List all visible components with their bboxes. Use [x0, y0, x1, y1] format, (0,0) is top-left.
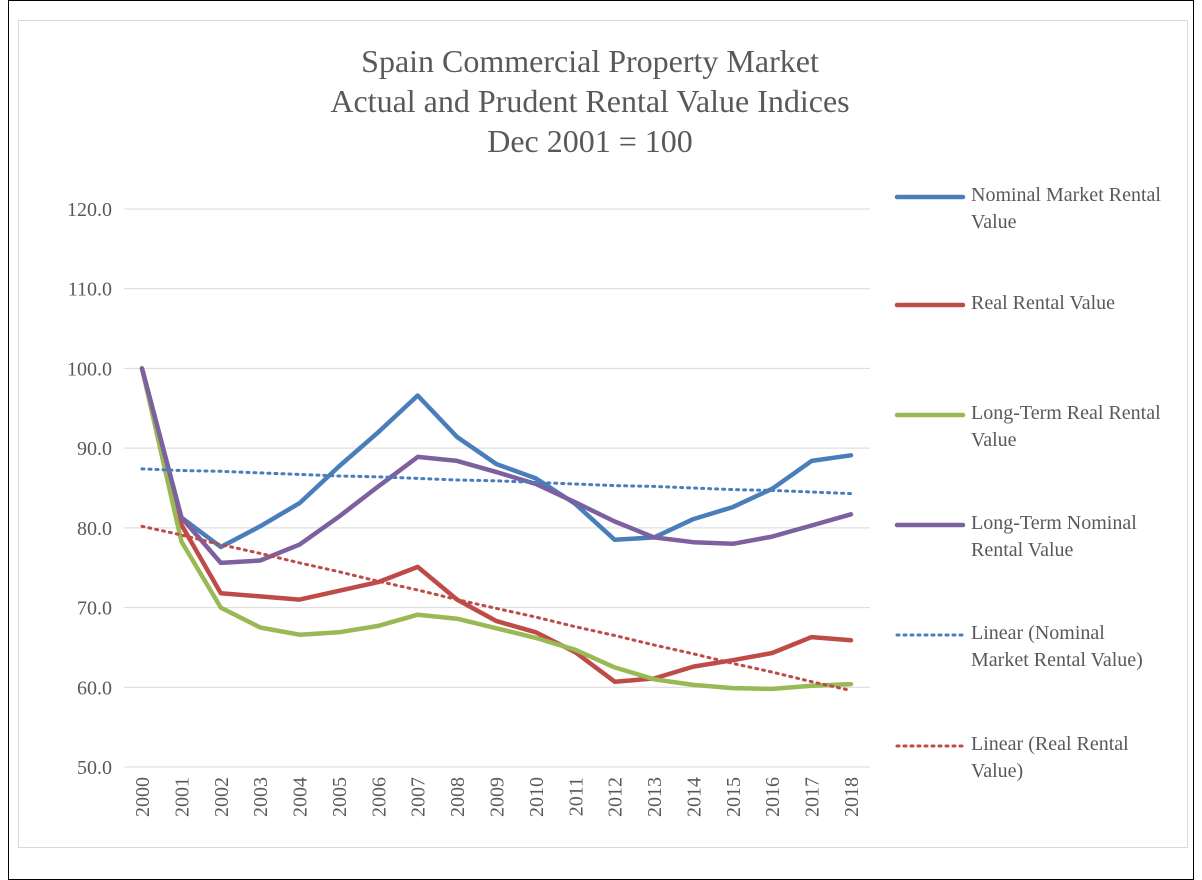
- x-tick-label: 2018: [841, 777, 863, 817]
- y-tick-label: 90.0: [77, 438, 112, 460]
- x-tick-label: 2015: [723, 777, 745, 817]
- x-tick-label: 2000: [132, 777, 154, 817]
- x-tick-label: 2004: [290, 777, 312, 817]
- y-tick-label: 60.0: [77, 677, 112, 699]
- trend-line: [140, 524, 853, 692]
- x-tick-label: 2009: [487, 777, 509, 817]
- x-tick-label: 2007: [408, 777, 430, 817]
- x-tick-label: 2002: [211, 777, 233, 817]
- chart-title: Dec 2001 = 100: [487, 123, 693, 159]
- x-tick-label: 2011: [565, 777, 587, 816]
- series-line: [139, 366, 854, 684]
- x-tick-label: 2003: [250, 777, 272, 817]
- x-tick-label: 2016: [762, 777, 784, 817]
- legend-label: Nominal Market Rental Value: [971, 184, 1161, 233]
- legend-label: Long-Term Real Rental Value: [971, 402, 1161, 451]
- x-tick-label: 2010: [526, 777, 548, 817]
- x-tick-label: 2008: [447, 777, 469, 817]
- x-tick-label: 2001: [171, 777, 193, 817]
- series-line: [139, 366, 854, 550]
- legend-label: Linear (Real Rental Value): [971, 733, 1129, 782]
- x-tick-label: 2006: [368, 777, 390, 817]
- y-tick-label: 70.0: [77, 598, 112, 620]
- x-tick-label: 2012: [605, 777, 627, 817]
- y-tick-label: 50.0: [77, 757, 112, 779]
- chart-frame: [18, 20, 1188, 848]
- y-tick-label: 100.0: [67, 358, 112, 380]
- x-tick-label: 2014: [683, 777, 705, 817]
- legend-label: Linear (Nominal Market Rental Value): [971, 622, 1143, 671]
- y-tick-label: 80.0: [77, 518, 112, 540]
- chart-title: Actual and Prudent Rental Value Indices: [330, 83, 849, 119]
- x-tick-label: 2013: [644, 777, 666, 817]
- series-line: [139, 366, 854, 566]
- chart-title: Spain Commercial Property Market: [361, 43, 819, 79]
- x-tick-label: 2005: [329, 777, 351, 817]
- x-tick-label: 2017: [802, 777, 824, 817]
- y-tick-label: 120.0: [67, 199, 112, 221]
- trend-line: [140, 467, 853, 496]
- legend-label: Long-Term Nominal Rental Value: [971, 512, 1137, 561]
- y-tick-label: 110.0: [68, 279, 112, 301]
- series-line: [139, 366, 854, 692]
- legend-label: Real Rental Value: [971, 292, 1116, 314]
